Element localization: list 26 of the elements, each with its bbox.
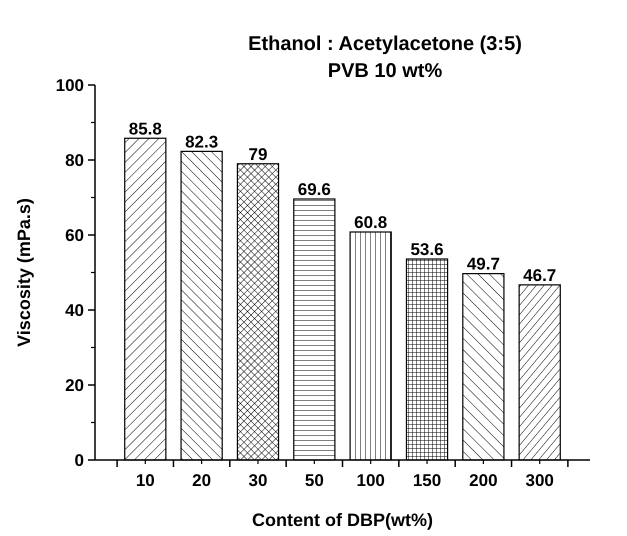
data-label: 53.6 bbox=[410, 240, 444, 259]
x-tick-label: 20 bbox=[192, 471, 212, 490]
data-label: 79 bbox=[248, 144, 268, 164]
data-label: 85.8 bbox=[128, 119, 162, 138]
data-label: 46.7 bbox=[523, 266, 556, 285]
y-axis-title: Viscosity (mPa.s) bbox=[14, 198, 34, 347]
x-tick-label: 150 bbox=[412, 471, 442, 490]
y-tick-label: 0 bbox=[74, 450, 84, 470]
x-tick-label: 300 bbox=[526, 471, 554, 490]
x-axis-title: Content of DBP(wt%) bbox=[252, 510, 433, 530]
x-tick-label: 200 bbox=[469, 471, 498, 490]
y-tick-label: 20 bbox=[65, 376, 84, 395]
x-tick-label: 30 bbox=[248, 471, 268, 490]
data-label: 60.8 bbox=[354, 213, 388, 232]
y-tick-label: 100 bbox=[56, 76, 84, 95]
data-label: 82.3 bbox=[185, 132, 218, 152]
chart-title: Ethanol : Acetylacetone (3:5) bbox=[248, 33, 522, 55]
data-label: 49.7 bbox=[466, 254, 500, 274]
x-tick-label: 100 bbox=[356, 471, 385, 490]
x-tick-label: 50 bbox=[304, 471, 324, 490]
chart-subtitle: PVB 10 wt% bbox=[328, 60, 442, 82]
data-label: 69.6 bbox=[298, 180, 331, 199]
y-tick-label: 60 bbox=[65, 226, 84, 245]
y-tick-label: 40 bbox=[65, 300, 84, 320]
y-tick-label: 80 bbox=[65, 150, 84, 170]
x-tick-label: 10 bbox=[136, 471, 155, 490]
